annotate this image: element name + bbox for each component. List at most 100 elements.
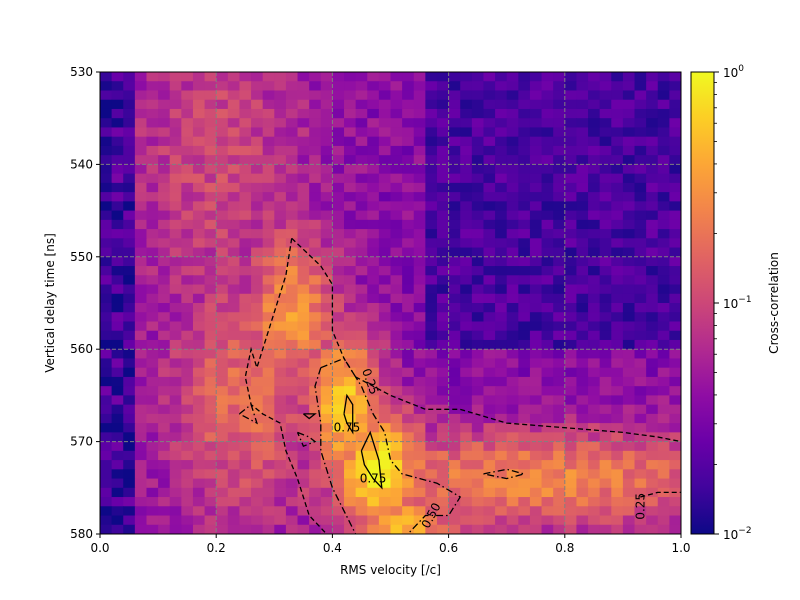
heatmap-cell (634, 229, 647, 239)
heatmap-cell (622, 293, 636, 304)
heatmap-cell (332, 81, 345, 92)
heatmap-cell (413, 118, 426, 129)
heatmap-cell (216, 376, 229, 387)
heatmap-cell (576, 90, 589, 101)
contour-line (343, 393, 354, 435)
heatmap-cell (239, 182, 252, 193)
heatmap-cell (146, 108, 159, 119)
heatmap-cell (576, 358, 589, 369)
heatmap-cell (413, 469, 426, 480)
heatmap-cell (146, 90, 159, 101)
heatmap-cell (251, 275, 264, 286)
heatmap-cell (460, 330, 473, 341)
heatmap-cell (227, 229, 241, 239)
heatmap-cell (529, 330, 543, 341)
heatmap-cell (251, 450, 264, 461)
heatmap-cell (402, 266, 415, 276)
heatmap-cell (239, 339, 252, 350)
heatmap-cell (134, 450, 148, 461)
heatmap-cell (413, 247, 426, 258)
heatmap-cell (436, 293, 450, 304)
heatmap-cell (518, 136, 531, 147)
heatmap-cell (100, 469, 113, 480)
heatmap-cell (506, 238, 519, 249)
heatmap-cell (158, 201, 171, 212)
heatmap-cell (669, 423, 681, 433)
heatmap-cell (378, 460, 392, 470)
heatmap-cell (588, 487, 601, 498)
colorbar (690, 71, 715, 535)
heatmap-cell (146, 413, 159, 424)
heatmap-cell (622, 238, 636, 249)
heatmap-cell (436, 506, 450, 517)
heatmap-cell (320, 460, 333, 470)
heatmap-cell (634, 275, 647, 286)
heatmap-cell (344, 127, 357, 138)
heatmap-cell (413, 127, 426, 138)
heatmap-cell (564, 376, 578, 387)
heatmap-cell (448, 266, 461, 276)
heatmap-cell (378, 404, 392, 415)
heatmap-cell (611, 145, 624, 156)
heatmap-cell (251, 284, 264, 295)
heatmap-cell (239, 469, 252, 480)
heatmap-cell (111, 404, 124, 415)
heatmap-cell (599, 173, 612, 184)
heatmap-cell (158, 515, 171, 526)
heatmap-cell (622, 145, 636, 156)
heatmap-cell (216, 219, 229, 230)
heatmap-cell (100, 349, 113, 360)
heatmap-cell (483, 487, 496, 498)
heatmap-cell (529, 90, 543, 101)
y-tick-label: 530 (70, 65, 93, 79)
heatmap-cell (192, 515, 206, 526)
heatmap-cell (367, 386, 380, 396)
heatmap-cell (402, 127, 415, 138)
heatmap-cell (367, 349, 380, 360)
heatmap-cell (460, 127, 473, 138)
heatmap-cell (227, 99, 241, 110)
heatmap-cell (460, 404, 473, 415)
heatmap-cell (622, 210, 636, 221)
heatmap-cell (227, 460, 241, 470)
heatmap-cell (576, 81, 589, 92)
heatmap-cell (297, 524, 310, 534)
heatmap-cell (355, 108, 368, 119)
heatmap-cell (158, 81, 171, 92)
heatmap-cell (646, 497, 659, 507)
heatmap-cell (413, 376, 426, 387)
heatmap-cell (158, 182, 171, 193)
heatmap-cell (634, 164, 647, 175)
heatmap-cell (448, 413, 461, 424)
heatmap-cell (576, 293, 589, 304)
heatmap-cell (344, 524, 357, 534)
heatmap-cell (448, 90, 461, 101)
heatmap-cell (506, 201, 519, 212)
heatmap-cell (146, 127, 159, 138)
heatmap-cell (413, 450, 426, 461)
heatmap-cell (297, 201, 310, 212)
heatmap-cell (123, 358, 136, 369)
heatmap-cell (553, 284, 566, 295)
heatmap-cell (518, 506, 531, 517)
heatmap-cell (471, 118, 485, 129)
heatmap-cell (506, 266, 519, 276)
heatmap-cell (622, 303, 636, 313)
heatmap-cell (111, 90, 124, 101)
heatmap-cell (436, 145, 450, 156)
heatmap-cell (204, 182, 217, 193)
heatmap-cell (564, 515, 578, 526)
heatmap-cell (541, 192, 554, 202)
heatmap-cell (413, 192, 426, 202)
heatmap-cell (332, 497, 345, 507)
heatmap-cell (227, 238, 241, 249)
heatmap-cell (529, 312, 543, 323)
heatmap-cell (588, 118, 601, 129)
heatmap-cell (413, 155, 426, 165)
heatmap-cell (134, 127, 148, 138)
heatmap-cell (344, 497, 357, 507)
heatmap-cell (123, 423, 136, 433)
heatmap-cell (100, 321, 113, 332)
heatmap-cell (297, 229, 310, 239)
heatmap-cell (332, 460, 345, 470)
